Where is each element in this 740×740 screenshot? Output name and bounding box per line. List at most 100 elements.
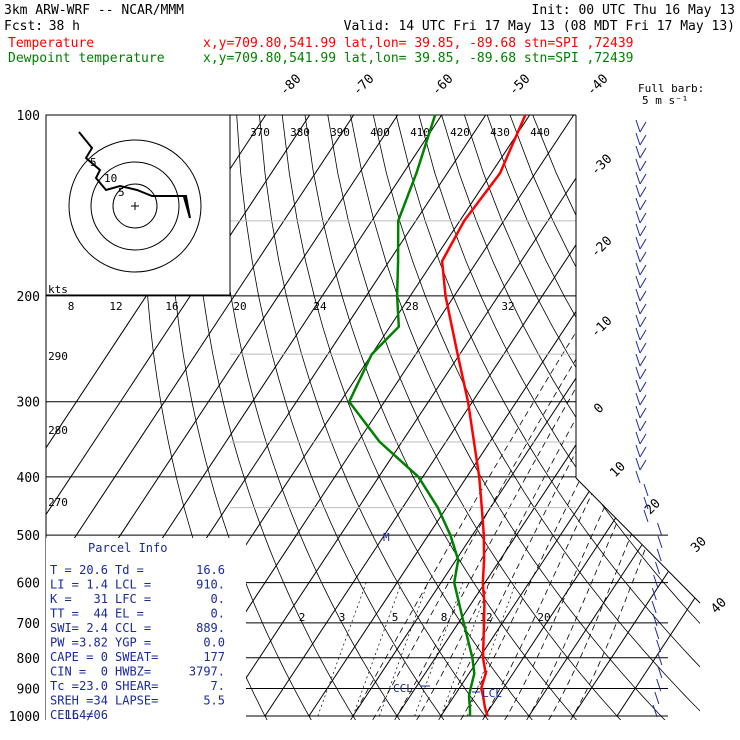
dry-adiabat: [418, 115, 700, 720]
parcel-info-cell: SREH =: [50, 694, 93, 708]
theta-e-label: 400: [370, 126, 390, 139]
lcl-marker: LCL: [482, 687, 502, 700]
wind-barb-flag: [639, 355, 647, 367]
wind-barb: [654, 691, 660, 705]
mixing-ratio-line: [352, 582, 402, 717]
theta-e-label: 390: [330, 126, 350, 139]
isotherm: [484, 115, 700, 717]
wind-barb-flag: [639, 212, 647, 224]
isotherm: [616, 115, 700, 717]
wind-barb: [657, 652, 663, 666]
hodograph-ring-label: 16: [165, 300, 178, 313]
isotherm-label: 40: [708, 595, 730, 617]
parcel-info-cell: 1.4: [86, 578, 108, 592]
dewpoint-location: x,y=709.80,541.99 lat,lon= 39.85, -89.68…: [203, 51, 633, 66]
theta-e-label: 420: [450, 126, 470, 139]
parcel-info-cell: T =: [50, 563, 72, 577]
dry-adiabat: [532, 115, 700, 720]
parcel-info-cell: YGP =: [115, 636, 151, 650]
temperature-legend: Temperature: [8, 36, 94, 51]
wind-barb: [635, 145, 641, 159]
isotherm-label: -30: [588, 152, 615, 179]
pressure-tick-label: 900: [17, 682, 40, 697]
wind-barb-flag: [639, 459, 647, 471]
wind-barb-flag: [639, 277, 647, 289]
wind-barb: [643, 483, 649, 497]
wind-barb: [635, 366, 641, 380]
mixing-ratio-label: 12: [479, 611, 492, 624]
mixing-ratio-line: [414, 582, 464, 717]
wind-barb: [635, 158, 641, 172]
wind-barb-flag: [639, 173, 647, 185]
wind-barb-flag: [639, 433, 647, 445]
parcel-info-cell: 7.: [211, 679, 225, 693]
hodograph-center: [131, 202, 139, 210]
pressure-tick-label: 100: [17, 109, 40, 124]
wind-barb-flag: [639, 134, 647, 146]
wind-barb: [656, 639, 662, 653]
wind-barb-flag: [639, 160, 647, 172]
pressure-tick-label: 500: [17, 529, 40, 544]
parcel-info-cell: LI =: [50, 578, 79, 592]
parcel-info-cell: 0.: [211, 592, 225, 606]
parcel-info-cell: SWEAT=: [115, 650, 158, 664]
hodograph-ring-label: 12: [109, 300, 122, 313]
parcel-info-cell: CAPE =: [50, 650, 93, 664]
dewpoint-profile: [347, 114, 476, 716]
hodograph-ring-label: 24: [313, 300, 327, 313]
dry-adiabat: [304, 115, 585, 720]
wind-barb: [656, 548, 662, 562]
wind-barb-flag: [639, 264, 647, 276]
pressure-tick-label: 700: [17, 617, 40, 632]
hodograph-units: kts: [48, 283, 68, 296]
wind-barb: [635, 340, 641, 354]
mixing-ratio-line: [317, 582, 367, 717]
parcel-info-cell: 0: [101, 665, 108, 679]
wind-barb-flag: [639, 186, 647, 198]
wind-barb-flag: [639, 303, 647, 315]
dewpoint-legend: Dewpoint temperature: [8, 51, 165, 66]
hodograph-ring-labels: 8 12 16 20 24 28 32: [68, 300, 515, 313]
moist-adiabat: [477, 295, 693, 720]
mixing-ratio-labels: 2 3 5 8 12 20: [299, 611, 551, 624]
init-time: Init: 00 UTC Thu 16 May 13: [532, 3, 736, 18]
hodograph-frame: [45, 114, 231, 296]
mixing-ratio-line: [440, 582, 490, 717]
moist-adiabat: [433, 295, 662, 720]
wind-barb: [635, 262, 641, 276]
isotherm-label: -10: [588, 314, 615, 341]
barb-legend-title: Full barb:: [638, 82, 704, 95]
parcel-info-cell: 23.0: [79, 679, 108, 693]
parcel-info-cell: CIN =: [50, 665, 86, 679]
dry-adiabat: [281, 115, 540, 720]
hodograph-trace-label: 10: [104, 172, 117, 185]
wind-barb: [652, 613, 658, 627]
wind-barb: [635, 288, 641, 302]
isotherm-label: -50: [506, 72, 533, 99]
model-title: 3km ARW-WRF -- NCAR/MMM: [4, 3, 184, 18]
mixing-ratio-line: [467, 582, 517, 717]
parcel-info-cell: 164/06: [65, 708, 108, 722]
parcel-info-cell: SWI=: [50, 621, 79, 635]
mixing-ratio-label: 20: [537, 611, 550, 624]
pressure-tick-label: 200: [17, 290, 40, 305]
wind-barbs: [635, 119, 663, 718]
isotherm-label: 0: [591, 401, 607, 417]
wind-barb: [635, 431, 641, 445]
parcel-info-cell: PW =: [50, 636, 79, 650]
pressure-tick-label: 1000: [9, 710, 40, 725]
parcel-info-cell: 44: [94, 607, 108, 621]
theta-e-labels: 370 380 390 400 410 420 430 440: [250, 126, 550, 139]
dry-adiabat: [259, 115, 496, 720]
wind-barb: [635, 405, 641, 419]
parcel-info-cell: Td =: [115, 563, 144, 577]
marker-arrows: [420, 685, 480, 693]
parcel-info-cell: 5.5: [203, 694, 225, 708]
hodograph-trace: [78, 131, 191, 219]
wind-barb: [635, 470, 641, 484]
theta-labels: 290 280 270: [48, 350, 68, 509]
wind-barb: [635, 119, 641, 133]
parcel-info-cell: CELL =: [50, 708, 93, 722]
hodograph-trace-label: 5: [118, 186, 125, 199]
hodograph-trace-label: 5: [90, 156, 97, 169]
